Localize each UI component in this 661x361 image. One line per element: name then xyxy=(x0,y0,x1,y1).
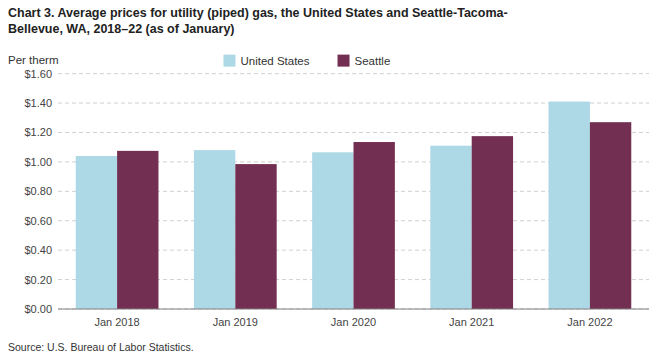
y-tick-label: $0.40 xyxy=(24,244,52,256)
y-tick-label: $1.60 xyxy=(24,68,52,80)
x-tick-label: Jan 2022 xyxy=(567,316,612,328)
bar xyxy=(76,156,117,309)
bar xyxy=(549,102,590,309)
y-tick-label: $1.20 xyxy=(24,126,52,138)
y-tick-label: $0.60 xyxy=(24,215,52,227)
title-line: Chart 3. Average prices for utility (pip… xyxy=(8,6,508,20)
bar xyxy=(430,146,471,309)
title-line: Bellevue, WA, 2018–22 (as of January) xyxy=(8,22,235,36)
bars xyxy=(76,102,632,309)
title: Chart 3. Average prices for utility (pip… xyxy=(8,6,508,36)
y-tick-label: $0.00 xyxy=(24,303,52,315)
chart: Chart 3. Average prices for utility (pip… xyxy=(0,0,661,361)
x-tick-label: Jan 2021 xyxy=(449,316,494,328)
y-tick-label: $1.40 xyxy=(24,97,52,109)
bar xyxy=(312,152,353,309)
bar xyxy=(235,164,276,309)
bar xyxy=(117,151,158,309)
x-axis-line xyxy=(58,309,649,310)
grid-line xyxy=(58,309,649,310)
legend: United States Seattle xyxy=(223,55,390,67)
bar xyxy=(590,122,631,309)
y-tick-label: $1.00 xyxy=(24,156,52,168)
legend-swatch xyxy=(338,55,350,67)
bar xyxy=(194,150,235,309)
y-tick-label: $0.80 xyxy=(24,185,52,197)
x-tick-label: Jan 2018 xyxy=(94,316,139,328)
bar xyxy=(354,142,395,309)
bar xyxy=(472,136,513,309)
y-axis-label: Per therm xyxy=(8,54,59,66)
x-tick-label: Jan 2019 xyxy=(213,316,258,328)
legend-label: United States xyxy=(240,55,309,67)
y-tick-label: $0.20 xyxy=(24,274,52,286)
legend-label: Seattle xyxy=(355,55,391,67)
grid-line xyxy=(58,73,649,74)
grid xyxy=(58,74,649,309)
legend-swatch xyxy=(223,55,235,67)
x-tick-label: Jan 2020 xyxy=(331,316,376,328)
source: Source: U.S. Bureau of Labor Statistics. xyxy=(8,341,194,353)
